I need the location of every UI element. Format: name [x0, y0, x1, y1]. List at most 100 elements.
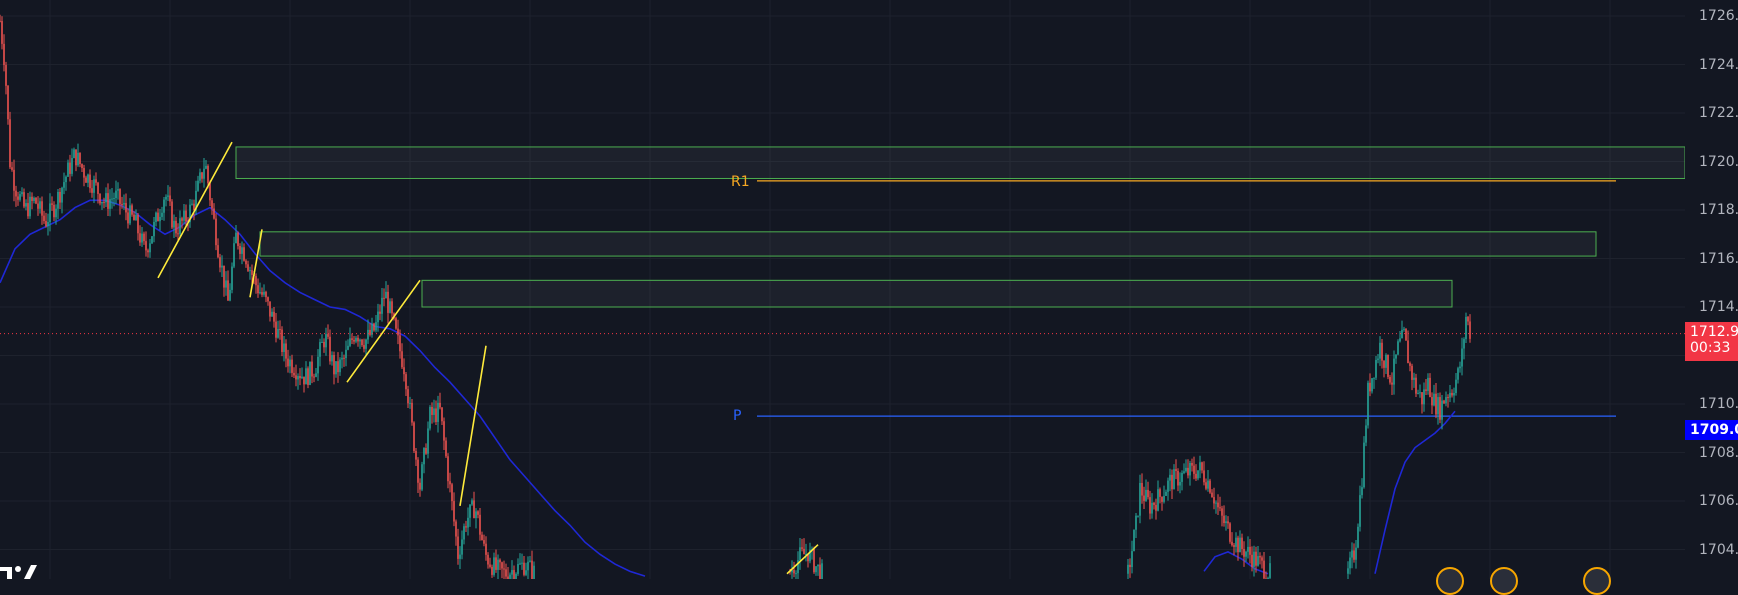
candle-up [371, 323, 373, 335]
candle-up [1357, 526, 1359, 548]
candle-up [1401, 329, 1403, 339]
candle-up [317, 356, 319, 374]
candle-down [1129, 564, 1131, 568]
tradingview-logo-icon[interactable] [0, 560, 40, 579]
candle-down [439, 402, 441, 408]
candle-up [517, 564, 519, 574]
candle-down [169, 195, 171, 202]
candle-up [1207, 480, 1209, 489]
candle-up [63, 182, 65, 188]
candle-up [1185, 467, 1187, 472]
candle-up [1269, 563, 1271, 578]
candle-down [443, 421, 445, 441]
chart-canvas[interactable] [0, 0, 1685, 579]
candle-down [211, 200, 213, 209]
candle-down [395, 318, 397, 329]
zones [235, 146, 1685, 308]
candle-up [161, 212, 163, 217]
candle-down [1229, 523, 1231, 542]
candle-up [173, 220, 175, 228]
candle-down [1209, 480, 1211, 493]
candle-down [1231, 541, 1233, 546]
candle-up [463, 526, 465, 540]
economic-event-icon[interactable] [1583, 567, 1611, 595]
candle-down [1205, 482, 1207, 489]
candles [0, 14, 1471, 579]
candle-down [273, 311, 275, 322]
candle-down [227, 280, 229, 301]
candle-up [1363, 442, 1365, 488]
candle-up [203, 168, 205, 179]
supply-zone [235, 146, 1685, 179]
candle-down [127, 212, 129, 224]
candle-up [1131, 551, 1133, 568]
candle-up [241, 247, 243, 254]
candle-down [53, 204, 55, 218]
candle-up [459, 554, 461, 559]
candle-down [457, 536, 459, 559]
grid [0, 0, 1685, 579]
candle-up [1399, 338, 1401, 342]
candle-down [237, 232, 239, 247]
candle-down [119, 189, 121, 205]
candle-down [1369, 382, 1371, 392]
candle-up [525, 570, 527, 575]
candle-down [481, 534, 483, 541]
candle-down [819, 564, 821, 579]
candle-up [205, 165, 207, 169]
candle-up [1347, 568, 1349, 574]
candle-up [33, 197, 35, 201]
candle-down [1353, 550, 1355, 560]
candle-down [1227, 521, 1229, 524]
price-axis[interactable]: 1726.0 1724.0 1722.0 1720.0 1718.0 1716.0 1714… [1685, 0, 1738, 579]
candle-up [325, 334, 327, 348]
candle-up [249, 270, 251, 272]
candle-up [1423, 389, 1425, 405]
candle-up [195, 190, 197, 211]
candle-up [461, 539, 463, 555]
candle-down [425, 448, 427, 454]
candle-down [1255, 551, 1257, 566]
candle-down [1387, 354, 1389, 377]
candle-down [387, 291, 389, 313]
candle-up [101, 201, 103, 204]
candle-up [111, 198, 113, 200]
economic-event-icon[interactable] [1490, 567, 1518, 595]
price-tick-label: 1726.0 [1699, 8, 1738, 24]
candle-down [97, 182, 99, 194]
candle-up [321, 341, 323, 343]
candle-down [177, 233, 179, 235]
candle-up [349, 338, 351, 346]
candle-down [507, 576, 509, 579]
candle-down [1243, 548, 1245, 557]
candle-down [1451, 392, 1453, 396]
candle-down [391, 301, 393, 314]
bar-countdown: 00:33 [1690, 340, 1731, 356]
candle-up [77, 152, 79, 166]
candle-down [0, 20, 1, 22]
candle-up [117, 189, 119, 191]
candle-down [41, 201, 43, 216]
candle-up [331, 355, 333, 362]
candle-down [1411, 365, 1413, 380]
trendline [249, 229, 263, 298]
candle-up [511, 570, 513, 575]
candle-down [405, 374, 407, 390]
candle-up [1157, 489, 1159, 511]
candle-down [1233, 545, 1235, 547]
candle-up [799, 547, 801, 561]
candle-down [81, 164, 83, 169]
candle-down [35, 197, 37, 204]
candle-down [1213, 497, 1215, 504]
candle-up [1361, 487, 1363, 496]
candle-up [65, 176, 67, 183]
candle-down [327, 334, 329, 337]
candle-down [193, 203, 195, 211]
candle-down [303, 376, 305, 385]
economic-event-icon[interactable] [1436, 567, 1464, 595]
candle-up [233, 243, 235, 267]
candle-down [801, 547, 803, 549]
candle-up [533, 565, 535, 579]
candle-down [1249, 546, 1251, 555]
